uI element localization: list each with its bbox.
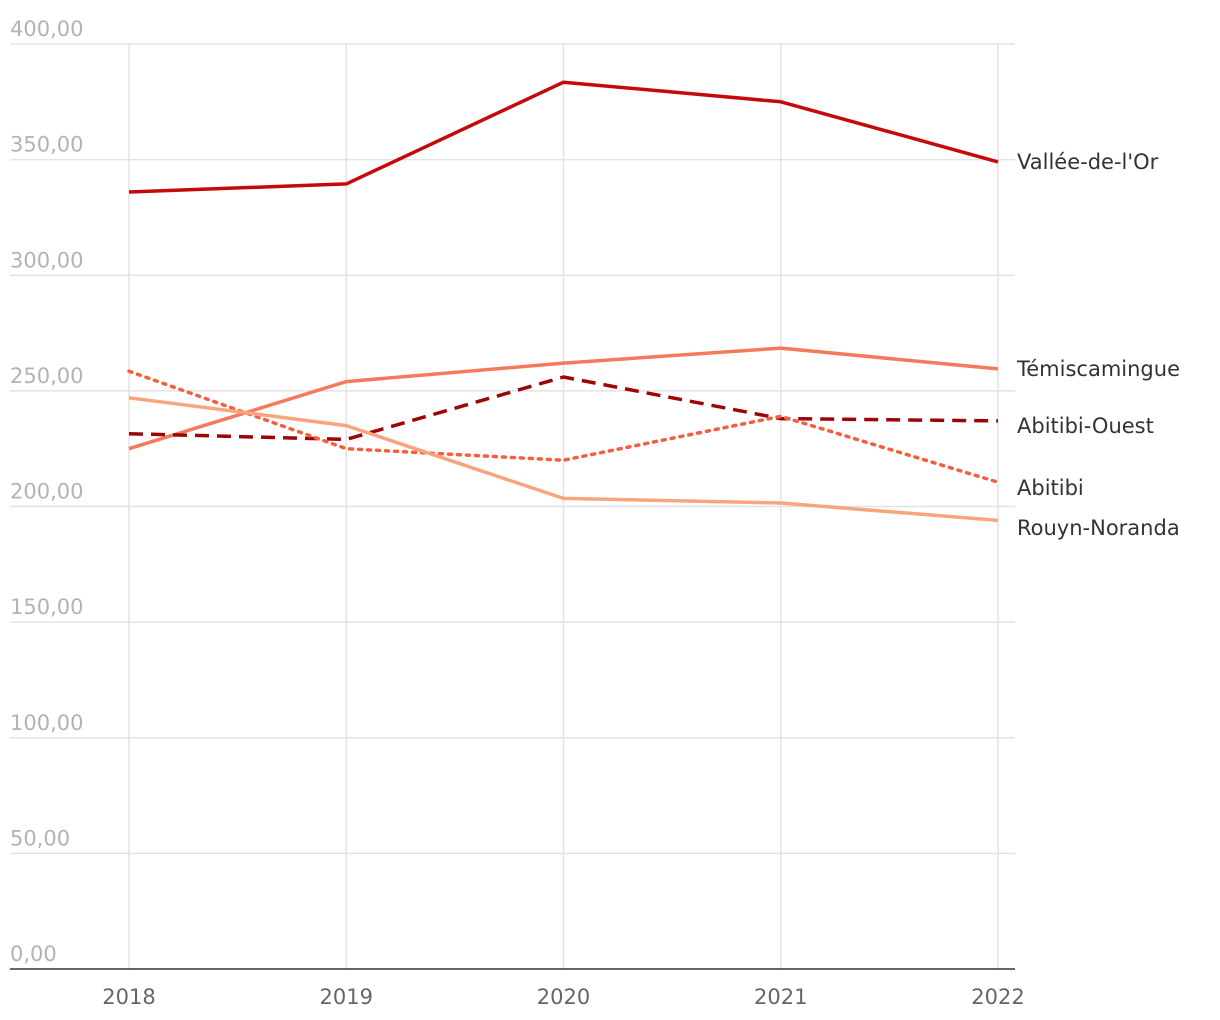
- series-label: Abitibi-Ouest: [1017, 414, 1154, 438]
- series-label: Rouyn-Noranda: [1017, 516, 1180, 540]
- grid-layer: [10, 43, 1015, 970]
- x-tick-label: 2020: [537, 985, 590, 1009]
- y-tick-label: 50,00: [10, 826, 70, 850]
- series-line-abitibi-ouest: [128, 375, 999, 442]
- x-tick-label: 2021: [754, 985, 807, 1009]
- x-tick-label: 2019: [320, 985, 373, 1009]
- series-labels: Vallée-de-l'Or Témiscamingue Abitibi-Ouest…: [1016, 150, 1180, 540]
- y-tick-label: 250,00: [10, 364, 83, 388]
- y-tick-label: 100,00: [10, 711, 83, 735]
- series-line-t-miscamingue: [128, 346, 999, 451]
- y-tick-label: 350,00: [10, 133, 83, 157]
- x-tick-label: 2022: [971, 985, 1024, 1009]
- series-lines: [127, 80, 1000, 523]
- x-tick-label: 2018: [102, 985, 155, 1009]
- y-tick-label: 300,00: [10, 248, 83, 272]
- x-axis-ticks: 2018 2019 2020 2021 2022: [102, 985, 1024, 1009]
- series-label: Témiscamingue: [1016, 357, 1180, 381]
- series-line-rouyn-noranda: [128, 396, 999, 523]
- series-label: Abitibi: [1017, 476, 1084, 500]
- series-label: Vallée-de-l'Or: [1017, 150, 1159, 174]
- series-line-abitibi: [127, 369, 1000, 484]
- y-tick-label: 200,00: [10, 480, 83, 504]
- series-line-vall-e-de-l-or: [128, 80, 999, 194]
- y-tick-label: 0,00: [10, 942, 57, 966]
- y-tick-label: 400,00: [10, 17, 83, 41]
- y-axis-ticks: 0,00 50,00 100,00 150,00 200,00 250,00 300,00 3…: [10, 17, 83, 966]
- y-tick-label: 150,00: [10, 595, 83, 619]
